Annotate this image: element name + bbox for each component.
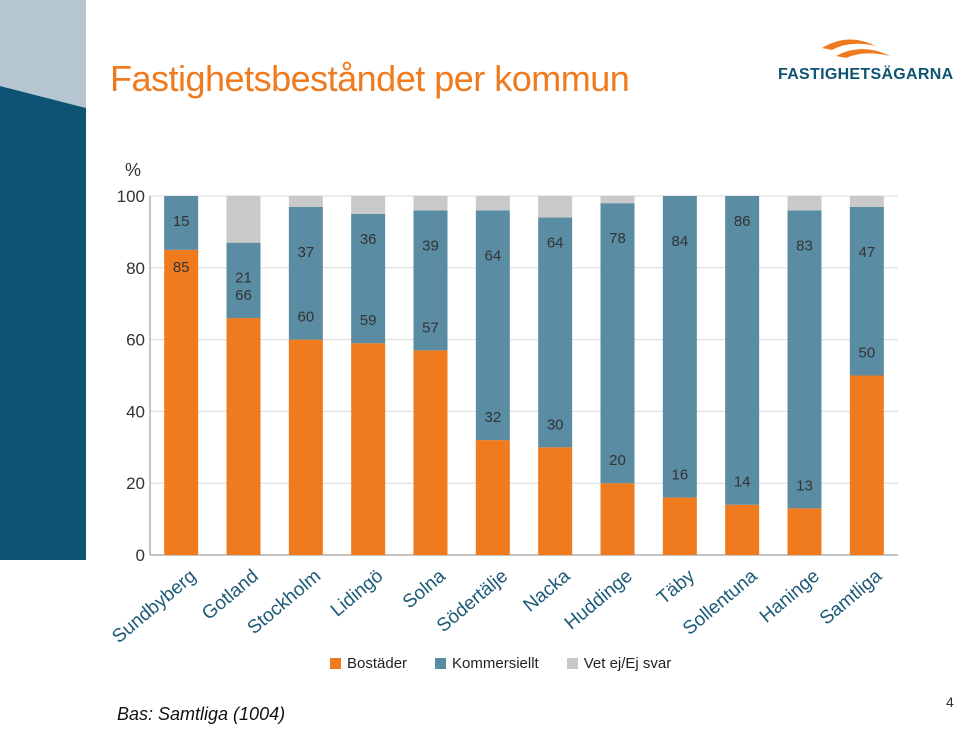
- value-label: 64: [547, 235, 564, 252]
- value-label: 86: [734, 213, 751, 230]
- value-label: 30: [547, 416, 564, 433]
- value-label: 84: [671, 233, 688, 250]
- y-tick-label: 100: [117, 187, 145, 206]
- bar-vet-ej: [538, 196, 573, 218]
- legend-item-vet-ej: Vet ej/Ej svar: [566, 655, 672, 672]
- value-label: 15: [173, 213, 190, 230]
- value-label: 21: [235, 270, 252, 287]
- bars: [164, 196, 884, 555]
- value-label: 16: [671, 467, 688, 484]
- value-label: 60: [297, 309, 314, 326]
- bar-kommersiellt: [413, 210, 448, 351]
- bar-kommersiellt: [538, 217, 573, 448]
- bar-bostader: [351, 343, 386, 555]
- bar-kommersiellt: [164, 196, 199, 250]
- bar-kommersiellt: [600, 203, 635, 484]
- value-label: 83: [796, 237, 813, 254]
- value-label: 39: [422, 237, 439, 254]
- page-number: 4: [946, 694, 954, 710]
- value-label: 59: [360, 312, 377, 329]
- grid-lines: [149, 195, 898, 556]
- slide-title: Fastighetsbeståndet per kommun: [110, 58, 630, 99]
- decor-dark-band: [0, 86, 86, 560]
- x-tick-label: Sundbyberg: [108, 566, 200, 648]
- bar-vet-ej: [849, 196, 884, 207]
- legend-swatch-bostader: [330, 658, 341, 669]
- decor-light-band: [0, 0, 86, 108]
- x-tick-label: Samtliga: [816, 565, 886, 629]
- bar-bostader: [538, 447, 573, 555]
- legend-label-bostader: Bostäder: [347, 655, 408, 672]
- y-tick-label: 0: [136, 546, 145, 565]
- y-axis-ticks: 0 20 40 60 80 100: [117, 187, 145, 565]
- value-label: 85: [173, 259, 190, 276]
- value-label: 66: [235, 287, 252, 304]
- bar-kommersiellt: [662, 196, 697, 498]
- bar-kommersiellt: [787, 210, 822, 509]
- y-tick-label: 80: [126, 259, 145, 278]
- y-tick-label: 60: [126, 331, 145, 350]
- bar-bostader: [849, 375, 884, 555]
- logo-text: FASTIGHETSÄGARNA: [778, 66, 954, 83]
- bar-kommersiellt: [725, 196, 760, 505]
- x-tick-label: Lidingö: [327, 566, 387, 621]
- footnote: Bas: Samtliga (1004): [117, 704, 286, 724]
- logo-wave-icon: [822, 39, 890, 58]
- bar-kommersiellt: [351, 213, 386, 344]
- legend-label-vet-ej: Vet ej/Ej svar: [583, 655, 672, 672]
- bar-bostader: [600, 483, 635, 555]
- bar-vet-ej: [787, 196, 822, 211]
- y-tick-label: 20: [126, 474, 145, 493]
- y-axis-unit: %: [125, 160, 141, 180]
- bar-vet-ej: [226, 196, 261, 243]
- legend-item-kommersiellt: Kommersiellt: [435, 655, 539, 672]
- value-label: 78: [609, 230, 626, 247]
- x-tick-label: Nacka: [520, 565, 575, 616]
- legend-label-kommersiellt: Kommersiellt: [452, 655, 539, 672]
- bar-bostader: [413, 350, 448, 555]
- bar-kommersiellt: [849, 206, 884, 376]
- value-label: 14: [734, 474, 751, 491]
- bar-bostader: [662, 497, 697, 555]
- value-label: 47: [858, 244, 875, 261]
- bar-vet-ej: [600, 196, 635, 204]
- value-label: 37: [297, 244, 314, 261]
- legend-item-bostader: Bostäder: [330, 655, 407, 672]
- bar-kommersiellt: [475, 210, 510, 441]
- bar-bostader: [226, 318, 261, 555]
- bar-kommersiellt: [226, 242, 261, 319]
- legend-swatch-vet-ej: [566, 658, 578, 669]
- fastighetsagarna-logo: FASTIGHETSÄGARNA: [778, 34, 953, 90]
- bar-vet-ej: [475, 196, 510, 211]
- x-tick-label: Täby: [653, 565, 699, 609]
- value-label: 32: [484, 409, 501, 426]
- y-tick-label: 40: [126, 402, 145, 421]
- bar-vet-ej: [288, 196, 323, 207]
- x-tick-label: Solna: [399, 565, 450, 613]
- bar-bostader: [725, 504, 760, 555]
- value-label: 13: [796, 477, 813, 494]
- value-label: 50: [858, 345, 875, 362]
- bar-bostader: [787, 508, 822, 555]
- chart-legend: Bostäder Kommersiellt Vet ej/Ej svar: [330, 655, 671, 672]
- x-tick-label: Huddinge: [561, 566, 637, 634]
- value-label: 57: [422, 319, 439, 336]
- value-label: 36: [360, 231, 377, 248]
- value-label: 20: [609, 452, 626, 469]
- x-tick-label: Haninge: [756, 566, 824, 628]
- bar-bostader: [288, 339, 323, 555]
- bar-bostader: [164, 249, 199, 555]
- bar-vet-ej: [351, 196, 386, 214]
- bar-kommersiellt: [288, 206, 323, 340]
- value-label: 64: [484, 247, 501, 264]
- bar-bostader: [475, 440, 510, 555]
- bar-vet-ej: [413, 196, 448, 211]
- legend-swatch-kommersiellt: [435, 658, 447, 669]
